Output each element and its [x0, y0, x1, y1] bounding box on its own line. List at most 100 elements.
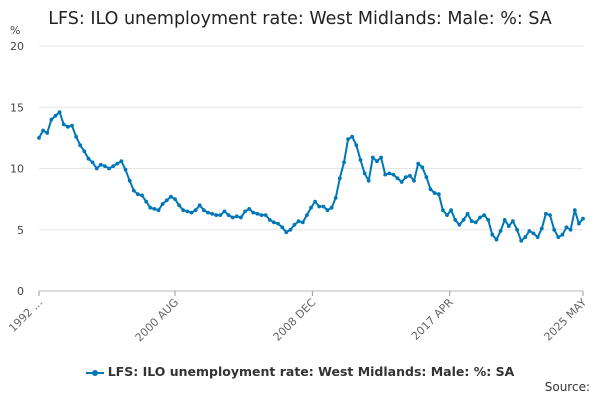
data-point-5 [57, 110, 62, 115]
data-point-77 [354, 143, 359, 148]
data-point-116 [515, 227, 519, 232]
data-point-32 [169, 194, 173, 199]
data-point-104 [465, 211, 470, 216]
data-point-108 [482, 213, 486, 218]
y-tick-label-0: 0 [17, 285, 24, 298]
data-point-21 [123, 167, 128, 172]
data-series [37, 110, 585, 243]
data-point-53 [255, 211, 260, 216]
data-point-57 [272, 220, 276, 225]
y-tick-label-10: 10 [10, 163, 24, 176]
grid-lines [39, 45, 583, 292]
data-point-94 [424, 175, 429, 180]
y-axis: 0 5 10 15 20 [10, 40, 24, 298]
data-point-61 [288, 227, 293, 232]
data-point-52 [251, 210, 256, 215]
data-point-91 [412, 178, 416, 183]
data-point-119 [527, 229, 532, 233]
data-point-118 [523, 235, 528, 240]
data-point-106 [473, 220, 478, 225]
data-point-30 [160, 202, 165, 206]
data-point-10 [78, 143, 83, 148]
data-point-46 [226, 213, 231, 218]
data-point-47 [230, 215, 235, 220]
data-point-54 [259, 213, 264, 218]
data-point-39 [197, 203, 202, 208]
data-point-115 [511, 219, 515, 224]
data-point-31 [164, 198, 169, 203]
data-point-92 [416, 161, 421, 166]
data-point-1 [41, 128, 45, 133]
data-point-128 [564, 225, 569, 230]
data-point-26 [144, 199, 149, 204]
data-point-88 [399, 180, 404, 184]
x-tick-label-2: 2008 DEC [271, 296, 319, 344]
data-point-122 [539, 226, 544, 231]
data-point-37 [189, 210, 194, 215]
data-point-8 [70, 123, 74, 128]
data-point-29 [156, 208, 161, 213]
y-tick-label-5: 5 [17, 224, 24, 237]
data-point-34 [177, 203, 182, 208]
data-point-114 [506, 224, 511, 229]
data-point-6 [61, 122, 66, 127]
data-point-13 [90, 160, 95, 165]
data-point-69 [321, 204, 326, 209]
chart-title: LFS: ILO unemployment rate: West Midland… [48, 9, 552, 29]
legend[interactable]: LFS: ILO unemployment rate: West Midland… [0, 364, 600, 379]
data-point-72 [333, 196, 338, 200]
data-point-107 [478, 215, 482, 220]
data-point-74 [342, 160, 346, 165]
data-point-23 [131, 188, 136, 193]
data-point-96 [432, 191, 437, 195]
data-point-95 [428, 187, 433, 192]
data-point-81 [370, 155, 375, 160]
data-point-4 [53, 113, 58, 118]
data-point-7 [65, 124, 70, 129]
data-point-84 [383, 172, 388, 177]
data-point-89 [403, 175, 408, 180]
data-point-60 [284, 230, 289, 235]
data-point-85 [387, 171, 392, 176]
x-tick-label-1: 2000 AUG [133, 296, 182, 345]
data-point-80 [366, 178, 371, 183]
data-point-25 [140, 193, 144, 198]
data-point-36 [185, 209, 190, 214]
data-point-110 [490, 232, 495, 237]
data-point-63 [296, 219, 301, 224]
data-point-120 [531, 231, 536, 236]
data-point-44 [218, 213, 223, 218]
data-point-58 [276, 221, 280, 226]
x-tick-label-4: 2025 MAY [541, 296, 589, 344]
x-tick-label-0: 1992 ... [6, 296, 45, 335]
data-point-103 [461, 218, 466, 222]
data-point-43 [214, 213, 219, 218]
data-point-49 [239, 215, 243, 220]
data-point-76 [350, 134, 355, 139]
data-point-125 [552, 227, 557, 232]
data-point-105 [469, 219, 474, 224]
data-point-98 [441, 208, 445, 213]
data-point-121 [535, 235, 540, 240]
data-point-17 [107, 166, 111, 171]
data-point-99 [445, 213, 449, 218]
y-tick-label-20: 20 [10, 40, 24, 53]
data-point-56 [267, 218, 272, 222]
data-point-130 [572, 208, 577, 213]
data-point-40 [201, 208, 206, 213]
data-point-51 [247, 207, 252, 211]
data-point-113 [502, 218, 507, 222]
data-point-86 [391, 172, 396, 177]
data-point-42 [210, 211, 215, 216]
data-point-97 [436, 192, 441, 197]
data-point-14 [94, 166, 99, 171]
data-point-45 [222, 209, 227, 214]
series-line [38, 111, 584, 242]
data-point-0 [37, 136, 41, 140]
data-point-55 [263, 213, 268, 218]
data-point-15 [98, 162, 103, 167]
data-point-66 [309, 205, 313, 210]
data-point-65 [305, 213, 309, 218]
data-point-102 [457, 222, 462, 227]
data-point-83 [379, 155, 383, 160]
